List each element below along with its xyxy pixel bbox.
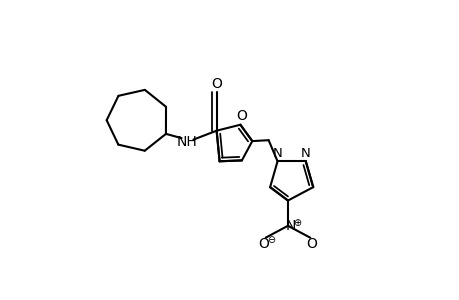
Text: O: O	[211, 77, 222, 91]
Text: N: N	[300, 147, 310, 161]
Text: ⊕: ⊕	[292, 218, 300, 228]
Text: N: N	[272, 147, 282, 161]
Text: N: N	[285, 219, 296, 233]
Text: O: O	[306, 237, 317, 251]
Text: O: O	[258, 237, 269, 251]
Text: NH: NH	[176, 135, 197, 149]
Text: ⊖: ⊖	[266, 235, 274, 245]
Text: O: O	[236, 109, 247, 123]
